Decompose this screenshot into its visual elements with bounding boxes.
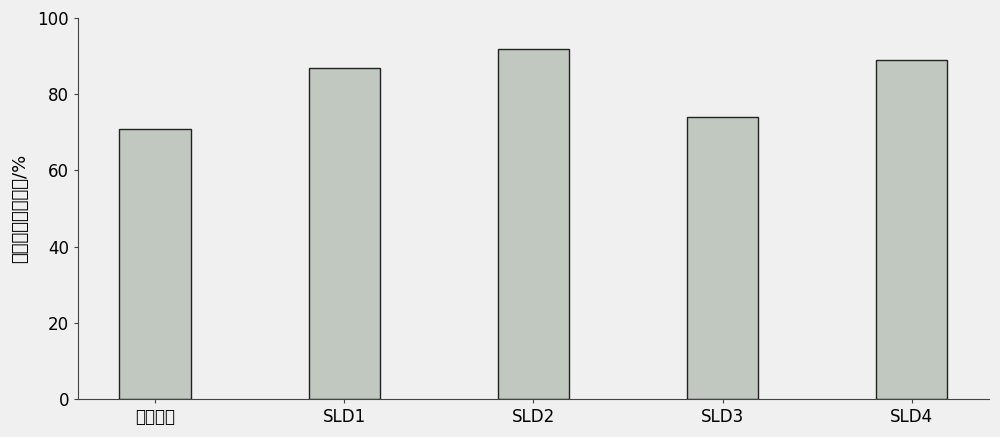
Bar [119, 128, 191, 399]
Bar [309, 68, 380, 399]
Bar [876, 60, 947, 399]
Bar [498, 49, 569, 399]
Bar [687, 117, 758, 399]
Y-axis label: 骨化三醇的保留率/%: 骨化三醇的保留率/% [11, 154, 29, 263]
